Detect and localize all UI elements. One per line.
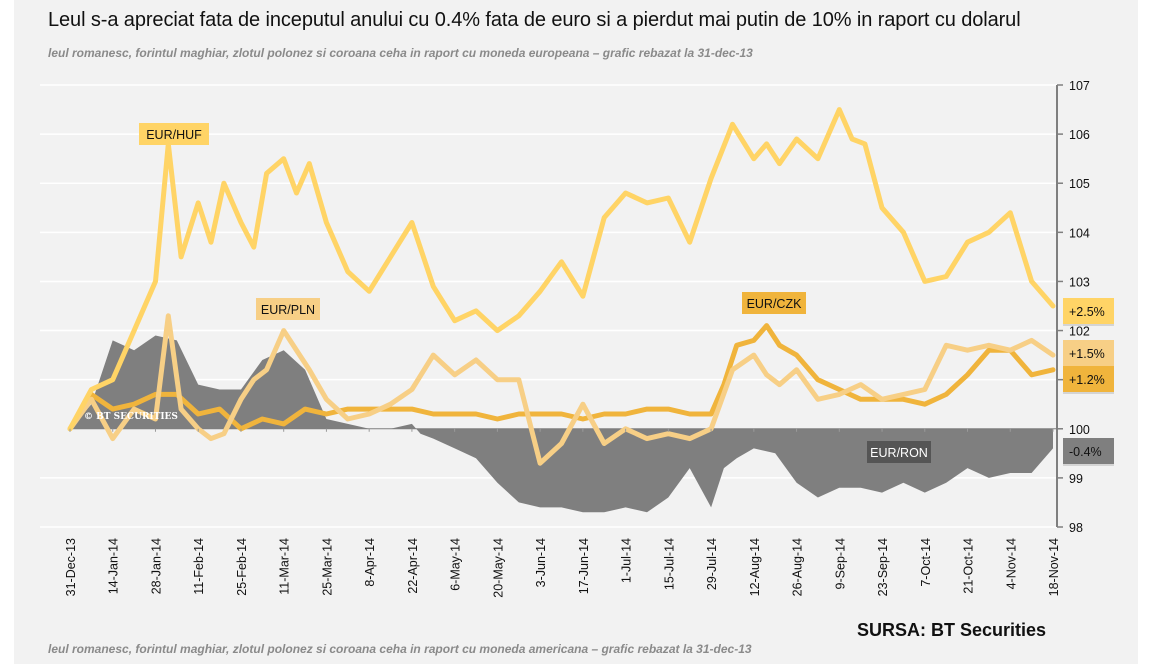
series-tag-bg-eur-huf: [139, 123, 209, 145]
series-tag-eur-ron: EUR/RON: [870, 446, 928, 460]
end-label-bg-eur-ron: [1063, 438, 1114, 464]
series-tag-eur-czk: EUR/CZK: [747, 297, 803, 311]
x-tick-label: 22-Apr-14: [406, 538, 420, 594]
x-tick-label: 25-Mar-14: [320, 538, 334, 596]
line-layer: [67, 107, 1056, 466]
x-tick-label: 12-Aug-14: [748, 538, 762, 596]
x-tick-label: 7-Oct-14: [919, 538, 933, 587]
x-tick-label: 28-Jan-14: [149, 538, 163, 594]
area-layer: [70, 335, 1057, 513]
next-chart-subtitle: leul romanesc, forintul maghiar, zlotul …: [48, 642, 752, 656]
x-tick-label: 11-Mar-14: [278, 538, 292, 595]
y-tick-label: 106: [1069, 128, 1090, 142]
series-tag-eur-huf: EUR/HUF: [146, 128, 202, 142]
x-tick-label: 8-Apr-14: [363, 538, 377, 587]
x-tick-label: 14-Jan-14: [107, 538, 121, 594]
x-tick-label: 25-Feb-14: [235, 538, 249, 596]
series-line-eur-pln: [67, 313, 1056, 466]
x-tick-label: 26-Aug-14: [791, 538, 805, 596]
x-axis: 31-Dec-13 14-Jan-14 28-Jan-14 11-Feb-14 25-F…: [64, 428, 1061, 598]
series-tag-bg-eur-czk: [742, 292, 806, 314]
watermark: © BT SECURITIES: [84, 412, 178, 422]
y-tick-label: 102: [1069, 325, 1090, 339]
y-tick-label: 105: [1069, 177, 1090, 191]
series-tags: EUR/HUF EUR/PLN EUR/CZK EUR/RON: [139, 123, 931, 463]
chart-subtitle: leul romanesc, forintul maghiar, zlotul …: [48, 46, 753, 60]
x-tick-label: 23-Sep-14: [876, 538, 890, 596]
x-tick-label: 4-Nov-14: [1004, 538, 1018, 589]
x-tick-label: 1-Jul-14: [620, 538, 634, 583]
end-label-bg-eur-huf: [1063, 298, 1114, 324]
x-tick-label: 20-May-14: [491, 538, 505, 598]
y-tick-label: 107: [1069, 79, 1090, 93]
x-tick-label: 11-Feb-14: [192, 538, 206, 595]
series-tag-eur-pln: EUR/PLN: [261, 303, 315, 317]
end-label-eur-huf: +2.5%: [1069, 305, 1105, 319]
x-tick-label: 29-Jul-14: [705, 538, 719, 590]
chart-title: Leul s-a apreciat fata de inceputul anul…: [48, 9, 1021, 31]
series-tag-bg-eur-pln: [256, 298, 320, 320]
y-tick-label: 104: [1069, 226, 1090, 240]
x-tick-label: 15-Jul-14: [662, 538, 676, 590]
y-tick-label: 99: [1069, 472, 1083, 486]
end-labels: +2.5% +1.5% +1.2% -0.4%: [1063, 298, 1114, 466]
x-tick-label: 31-Dec-13: [64, 538, 78, 596]
x-tick-label: 21-Oct-14: [962, 538, 976, 594]
x-tick-label: 6-May-14: [449, 538, 463, 591]
end-label-bg-eur-czk: [1063, 366, 1114, 392]
series-tag-bg-eur-ron: [867, 441, 931, 463]
source-label: SURSA: BT Securities: [857, 620, 1047, 640]
end-label-eur-pln: +1.5%: [1069, 347, 1105, 361]
series-line-eur-huf: [67, 107, 1056, 432]
series-area-eur-ron: [70, 335, 1053, 513]
end-label-eur-czk: +1.2%: [1069, 373, 1105, 387]
end-label-bg-eur-pln: [1063, 340, 1114, 366]
y-tick-label: 98: [1069, 521, 1083, 535]
x-tick-label: 9-Sep-14: [833, 538, 847, 589]
end-label-eur-ron: -0.4%: [1069, 445, 1102, 459]
gridlines: [40, 84, 1057, 528]
y-tick-label: 103: [1069, 275, 1090, 289]
chart-panel: [14, 0, 1138, 664]
x-tick-label: 17-Jun-14: [577, 538, 591, 594]
x-tick-label: 18-Nov-14: [1047, 538, 1061, 596]
y-tick-label: 100: [1069, 423, 1090, 437]
x-tick-label: 3-Jun-14: [534, 538, 548, 587]
